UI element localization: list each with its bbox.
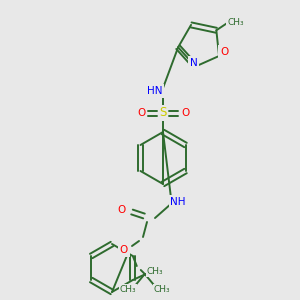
Text: CH₃: CH₃ (154, 284, 170, 293)
Text: CH₃: CH₃ (119, 284, 136, 293)
Text: N: N (190, 58, 197, 68)
Text: S: S (159, 106, 167, 119)
Text: HN: HN (147, 86, 163, 96)
Text: O: O (137, 108, 145, 118)
Text: O: O (181, 108, 189, 118)
Text: O: O (118, 205, 126, 215)
Text: O: O (220, 47, 228, 57)
Text: CH₃: CH₃ (227, 18, 244, 27)
Text: O: O (120, 245, 128, 255)
Text: NH: NH (170, 197, 186, 207)
Text: CH₃: CH₃ (146, 268, 163, 277)
